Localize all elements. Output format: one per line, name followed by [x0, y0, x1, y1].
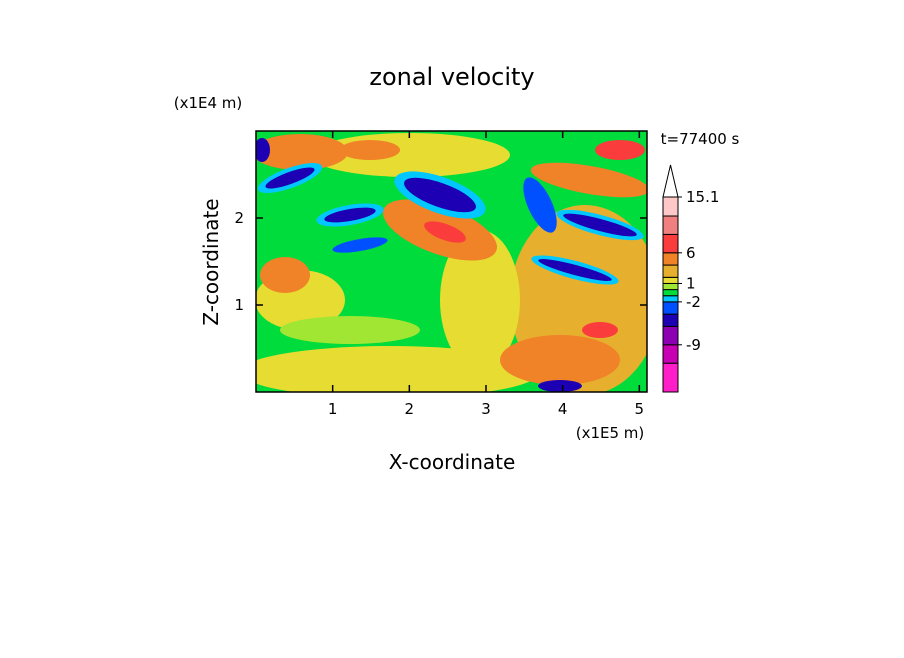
time-label: t=77400 s: [661, 130, 740, 148]
colorbar-band: [662, 301, 679, 315]
x-axis-label: X-coordinate: [389, 450, 516, 474]
colorbar-tick-label: 15.1: [686, 188, 719, 206]
contour-blob: [582, 322, 618, 338]
contour-blob: [324, 207, 376, 223]
colorbar-band: [662, 344, 679, 364]
colorbar-band: [662, 196, 679, 217]
x-tick-label: 1: [328, 400, 338, 418]
contour-blob: [404, 177, 476, 213]
colorbar-band: [662, 215, 679, 235]
colorbar-band: [662, 362, 679, 393]
contour-blob: [500, 335, 620, 385]
contour-blob: [530, 162, 647, 198]
contour-blob: [260, 257, 310, 293]
contour-blob: [280, 316, 420, 344]
colorbar-tick-label: -2: [686, 293, 701, 311]
colorbar-band: [662, 295, 679, 303]
contour-blob: [538, 259, 612, 281]
y-tick-label: 1: [234, 296, 244, 314]
y-tick-label: 2: [234, 209, 244, 227]
plot-frame: [255, 130, 648, 393]
colorbar-band: [662, 313, 679, 327]
y-unit: (x1E4 m): [174, 94, 243, 112]
colorbar-band: [662, 325, 679, 346]
contour-blob: [340, 140, 400, 160]
contour-blob: [563, 213, 637, 237]
contour-blob: [595, 140, 645, 160]
x-tick-label: 2: [405, 400, 415, 418]
x-unit: (x1E5 m): [576, 424, 645, 442]
colorbar-band: [662, 276, 679, 284]
x-tick-label: 5: [635, 400, 645, 418]
colorbar-band: [662, 282, 679, 291]
contour-blob: [538, 380, 582, 392]
x-tick-label: 3: [481, 400, 491, 418]
contour-blob: [424, 221, 466, 243]
colorbar-over: [662, 164, 679, 198]
colorbar-tick-label: 6: [686, 244, 696, 262]
colorbar-band: [662, 264, 679, 278]
contour-blob: [332, 237, 388, 253]
contour-blob: [256, 134, 348, 170]
chart-title: zonal velocity: [369, 63, 534, 91]
contour-blob: [523, 177, 557, 233]
colorbar-band: [662, 233, 679, 254]
colorbar-tick-label: -9: [686, 336, 701, 354]
contour-blob: [265, 167, 315, 189]
y-axis-label: Z-coordinate: [199, 198, 223, 325]
x-tick-label: 4: [558, 400, 568, 418]
colorbar-tick-label: 1: [686, 274, 696, 292]
colorbar-band: [662, 252, 679, 266]
contour-blob: [440, 230, 520, 370]
contour-blob: [256, 138, 270, 162]
contour-field: [256, 131, 647, 392]
colorbar-band: [662, 289, 679, 297]
